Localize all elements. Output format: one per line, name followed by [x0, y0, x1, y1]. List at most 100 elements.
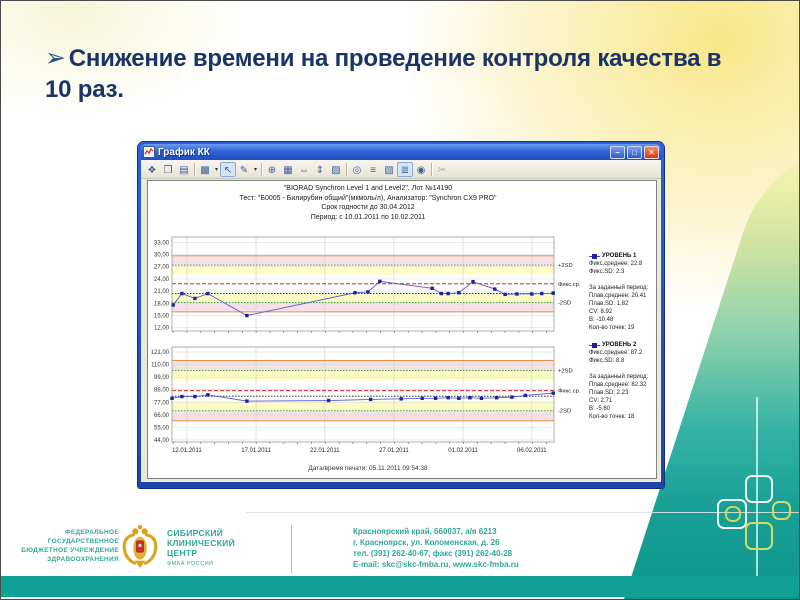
levey-jennings-chart-level2: 121,00 110,00 99,00 88,00 77,00 66,00 55,00 44,…	[151, 346, 581, 454]
report-header-line: Период: с 10.01.2011 по 10.02.2011	[310, 213, 426, 221]
svg-text:24,00: 24,00	[154, 277, 170, 283]
svg-text:-2SD: -2SD	[558, 409, 571, 415]
preview-icon[interactable]: ◉	[416, 164, 426, 176]
legend-stat-line: CV: 2.71	[589, 398, 613, 404]
svg-text:Фикс.ср.: Фикс.ср.	[558, 389, 581, 395]
edit-pencil-icon[interactable]: ✎	[239, 164, 249, 176]
print-icon[interactable]: ▤	[179, 164, 189, 176]
legend-stat-line: Фикс.среднее: 87.2	[589, 350, 643, 356]
footer-contact-line: г. Красноярск, ул. Коломенская, д. 26	[353, 538, 500, 547]
print-timestamp: Дата/время печати: 05.11.2011 09:54:38	[308, 465, 428, 472]
report-header-line: "BIORAD Synchron Level 1 and Level2", Ло…	[283, 185, 453, 192]
svg-text:99,00: 99,00	[154, 375, 170, 381]
legend-toggle-icon[interactable]: ≣	[397, 161, 413, 177]
footer-center-line: КЛИНИЧЕСКИЙ	[167, 538, 235, 548]
svg-text:44,00: 44,00	[154, 438, 170, 444]
svg-text:110,00: 110,00	[151, 363, 170, 369]
zoom-mode-icon[interactable]: ⊕	[267, 164, 277, 176]
open-report-icon[interactable]: ❖	[147, 164, 157, 176]
svg-text:66,00: 66,00	[154, 413, 170, 419]
slide-title: ➢ Снижение времени на проведение контроля…	[45, 43, 735, 105]
bullet-arrow-icon: ➢	[45, 44, 66, 72]
legend-series-title: УРОВЕНЬ 1	[589, 253, 656, 259]
svg-text:121,00: 121,00	[151, 350, 170, 356]
footer-contact-line: Красноярский край, 660037, а/я 6213	[353, 527, 497, 536]
cut-icon[interactable]: ✂	[437, 164, 447, 176]
report-header-line: Срок годности до 30.04.2012	[321, 204, 415, 211]
dropdown-arrow-icon[interactable]: ▾	[253, 166, 257, 173]
toolbar: ❖ ❐ ▤ ▩ ▾ ↖ ✎ ▾ ⊕ ▦ ⇔ ⇕ ▨ ◎ ≡ ▧ ≣ ◉ ✂	[141, 160, 661, 179]
report-header: "BIORAD Synchron Level 1 and Level2", Ло…	[148, 184, 588, 222]
qc-report-panel: "BIORAD Synchron Level 1 and Level2", Ло…	[147, 180, 657, 479]
legend-stat-line: Плав.SD: 1.82	[589, 301, 629, 307]
dropdown-arrow-icon[interactable]: ▾	[214, 166, 218, 173]
levels-icon[interactable]: ≡	[370, 164, 376, 176]
legend-stat-line: Плав.среднее: 82.32	[589, 382, 647, 388]
scroll-vertical-icon[interactable]: ⇕	[315, 164, 325, 176]
window-controls: – □ ✕	[610, 145, 659, 159]
svg-text:27.01.2011: 27.01.2011	[379, 448, 409, 454]
svg-text:77,00: 77,00	[154, 400, 170, 406]
svg-text:22.01.2011: 22.01.2011	[310, 448, 340, 454]
levey-jennings-chart-level1: 33,00 30,00 27,00 24,00 21,00 18,00 15,00 12,00…	[154, 236, 581, 333]
window-body: "BIORAD Synchron Level 1 and Level2", Ло…	[141, 179, 661, 482]
legend-stat-line: Фикс.SD: 8.8	[589, 358, 625, 364]
series-marker-icon	[589, 253, 600, 259]
footer-accent-bar	[1, 576, 799, 597]
select-pointer-icon[interactable]: ↖	[220, 161, 236, 177]
legend-stat-line: Фикс.SD: 2.3	[589, 269, 625, 275]
svg-text:+2SD: +2SD	[558, 369, 573, 375]
chart-legend: УРОВЕНЬ 1 Фикс.среднее: 22.8 Фикс.SD: 2.3 З…	[589, 253, 656, 421]
window-titlebar[interactable]: График КК – □ ✕	[141, 144, 661, 160]
scroll-horizontal-icon[interactable]: ⇔	[299, 164, 309, 176]
footer-center-line: ЦЕНТР	[167, 548, 198, 558]
footer-org-line: ГОСУДАРСТВЕННОЕ	[47, 538, 119, 545]
svg-text:27,00: 27,00	[154, 265, 170, 271]
rules-icon[interactable]: ▧	[384, 164, 394, 176]
toolbar-separator	[431, 162, 432, 176]
legend-series-title: УРОВЕНЬ 2	[589, 342, 656, 348]
grid-icon[interactable]: ▦	[283, 164, 293, 176]
legend-stat-line: CV: 8.92	[589, 309, 613, 315]
legend-stat-line	[589, 276, 656, 284]
legend-stat-line: Фикс.среднее: 22.8	[589, 261, 643, 267]
slide-title-text: Снижение времени на проведение контроля …	[45, 45, 722, 103]
svg-text:88,00: 88,00	[154, 388, 170, 394]
copy-icon[interactable]: ❐	[163, 164, 173, 176]
toolbar-separator	[261, 162, 262, 176]
svg-text:Фикс.ср.: Фикс.ср.	[558, 282, 581, 288]
svg-text:21,00: 21,00	[154, 289, 170, 295]
svg-text:-2SD: -2SD	[558, 301, 571, 307]
svg-text:06.02.2011: 06.02.2011	[517, 448, 547, 454]
stats-icon[interactable]: ◎	[352, 164, 362, 176]
svg-text:+2SD: +2SD	[558, 263, 573, 269]
decorative-square	[772, 501, 791, 520]
legend-level1: УРОВЕНЬ 1 Фикс.среднее: 22.8 Фикс.SD: 2.3 З…	[589, 253, 656, 332]
maximize-button[interactable]: □	[627, 145, 642, 159]
footer-center-sub: ФМБА РОССИИ	[167, 561, 214, 567]
svg-text:33,00: 33,00	[154, 240, 170, 246]
legend-stat-line: За заданный период:	[589, 285, 649, 291]
footer-org-line: БЮДЖЕТНОЕ УЧРЕЖДЕНИЕ	[21, 547, 119, 554]
svg-text:15,00: 15,00	[154, 314, 170, 320]
decorative-square	[745, 522, 773, 550]
highlight-icon[interactable]: ▨	[331, 164, 341, 176]
svg-text:01.02.2011: 01.02.2011	[448, 448, 478, 454]
decorative-square	[745, 475, 773, 503]
series-marker-icon	[589, 342, 600, 348]
legend-stat-line: Кол-во точек: 19	[589, 325, 635, 331]
chart-type-icon[interactable]: ▩	[200, 164, 210, 176]
close-button[interactable]: ✕	[644, 145, 659, 159]
svg-text:12,00: 12,00	[154, 326, 170, 332]
legend-level2: УРОВЕНЬ 2 Фикс.среднее: 87.2 Фикс.SD: 8.8 З…	[589, 342, 656, 421]
footer-org-line: ЗДРАВООХРАНЕНИЯ	[47, 556, 119, 563]
footer-org-name: ФЕДЕРАЛЬНОЕ ГОСУДАРСТВЕННОЕ БЮДЖЕТНОЕ УЧ…	[19, 528, 119, 564]
legend-stat-line: Плав.SD: 2.23	[589, 390, 629, 396]
app-window: График КК – □ ✕ ❖ ❐ ▤ ▩ ▾ ↖ ✎ ▾ ⊕ ▦ ⇔ ⇕ ▨ ◎ ≡ ▧ ≣ ◉ ✂ "BIORA…	[138, 142, 664, 488]
svg-text:18,00: 18,00	[154, 301, 170, 307]
eagle-emblem-logo	[122, 524, 158, 568]
decorative-horizontal-line	[246, 512, 799, 513]
footer-org-line: ФЕДЕРАЛЬНОЕ	[64, 529, 119, 536]
minimize-button[interactable]: –	[610, 145, 625, 159]
